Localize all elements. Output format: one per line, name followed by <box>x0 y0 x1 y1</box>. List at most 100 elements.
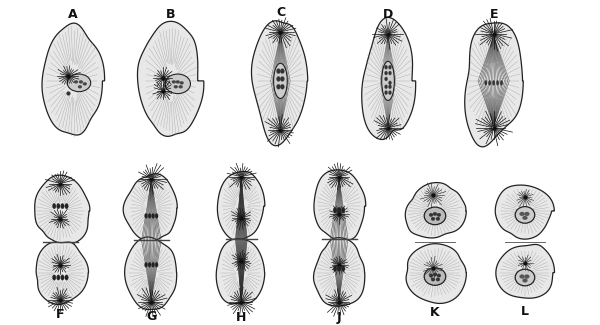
Ellipse shape <box>431 278 435 281</box>
Polygon shape <box>216 239 265 304</box>
Polygon shape <box>405 183 466 238</box>
Ellipse shape <box>524 212 529 216</box>
Ellipse shape <box>337 266 341 271</box>
Ellipse shape <box>155 262 158 267</box>
Ellipse shape <box>155 214 158 218</box>
Ellipse shape <box>389 65 391 69</box>
Ellipse shape <box>385 71 388 75</box>
Ellipse shape <box>334 266 337 271</box>
Polygon shape <box>406 244 466 304</box>
Ellipse shape <box>389 71 391 75</box>
Polygon shape <box>36 242 89 305</box>
Ellipse shape <box>523 279 527 282</box>
Polygon shape <box>465 23 523 147</box>
Ellipse shape <box>148 262 151 267</box>
Ellipse shape <box>389 81 391 85</box>
Ellipse shape <box>341 207 345 213</box>
Ellipse shape <box>152 262 155 267</box>
Ellipse shape <box>436 278 440 281</box>
Ellipse shape <box>148 214 151 218</box>
Ellipse shape <box>280 76 284 81</box>
Ellipse shape <box>493 80 495 85</box>
Ellipse shape <box>152 214 155 218</box>
Ellipse shape <box>67 74 91 92</box>
Ellipse shape <box>280 84 284 89</box>
Ellipse shape <box>174 85 178 88</box>
Text: F: F <box>56 308 65 321</box>
Ellipse shape <box>165 74 190 94</box>
Ellipse shape <box>523 216 527 220</box>
Ellipse shape <box>429 213 433 216</box>
Ellipse shape <box>277 76 280 81</box>
Ellipse shape <box>496 80 499 85</box>
Ellipse shape <box>277 84 280 89</box>
Ellipse shape <box>65 275 68 280</box>
Ellipse shape <box>172 80 176 83</box>
Polygon shape <box>496 244 554 298</box>
Ellipse shape <box>385 65 388 69</box>
Polygon shape <box>42 23 104 135</box>
Ellipse shape <box>145 214 148 218</box>
Text: H: H <box>236 311 247 324</box>
Ellipse shape <box>424 207 446 225</box>
Ellipse shape <box>61 203 64 209</box>
Ellipse shape <box>515 269 535 286</box>
Ellipse shape <box>56 203 60 209</box>
Ellipse shape <box>274 63 287 98</box>
Ellipse shape <box>436 217 440 221</box>
Ellipse shape <box>83 82 87 85</box>
Text: J: J <box>337 311 341 324</box>
Ellipse shape <box>385 77 388 81</box>
Polygon shape <box>123 174 177 241</box>
Ellipse shape <box>56 275 60 280</box>
Polygon shape <box>35 175 90 244</box>
Ellipse shape <box>341 266 345 271</box>
Ellipse shape <box>74 80 78 83</box>
Text: E: E <box>490 8 498 21</box>
Polygon shape <box>362 18 416 139</box>
Text: G: G <box>146 310 157 323</box>
Polygon shape <box>251 21 308 146</box>
Polygon shape <box>314 170 366 240</box>
Polygon shape <box>137 21 204 136</box>
Ellipse shape <box>488 80 491 85</box>
Text: C: C <box>276 6 285 19</box>
Ellipse shape <box>515 207 535 223</box>
Ellipse shape <box>61 275 64 280</box>
Ellipse shape <box>382 61 394 100</box>
Text: L: L <box>521 305 529 318</box>
Ellipse shape <box>433 212 437 215</box>
Ellipse shape <box>179 81 184 84</box>
Text: B: B <box>166 8 176 21</box>
Ellipse shape <box>385 91 388 95</box>
Text: K: K <box>430 306 440 319</box>
Text: D: D <box>383 8 393 21</box>
Ellipse shape <box>433 273 437 276</box>
Ellipse shape <box>176 80 179 83</box>
Ellipse shape <box>429 274 433 277</box>
Ellipse shape <box>179 85 182 88</box>
Ellipse shape <box>389 91 391 95</box>
Polygon shape <box>314 238 365 306</box>
Polygon shape <box>125 237 177 309</box>
Ellipse shape <box>524 275 529 279</box>
Polygon shape <box>495 185 554 239</box>
Ellipse shape <box>437 274 441 277</box>
Ellipse shape <box>520 275 524 279</box>
Ellipse shape <box>485 80 487 85</box>
Ellipse shape <box>79 80 83 83</box>
Ellipse shape <box>52 203 56 209</box>
Ellipse shape <box>520 212 524 216</box>
Ellipse shape <box>500 80 503 85</box>
Ellipse shape <box>65 203 68 209</box>
Ellipse shape <box>437 213 441 216</box>
Ellipse shape <box>337 207 341 213</box>
Ellipse shape <box>334 207 337 213</box>
Ellipse shape <box>52 275 56 280</box>
Ellipse shape <box>424 268 446 285</box>
Ellipse shape <box>431 217 435 221</box>
Ellipse shape <box>385 85 388 89</box>
Ellipse shape <box>78 85 82 88</box>
Ellipse shape <box>389 85 391 89</box>
Ellipse shape <box>280 69 284 73</box>
